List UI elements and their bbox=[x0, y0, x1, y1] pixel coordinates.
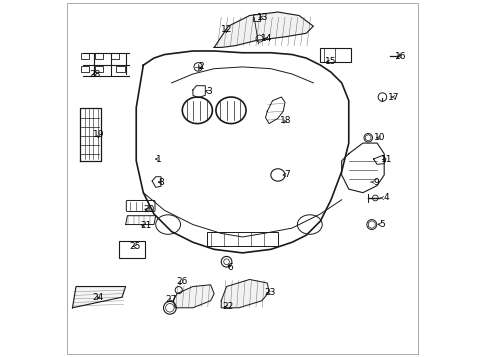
Bar bbox=[207, 232, 277, 246]
Text: 19: 19 bbox=[92, 130, 104, 139]
Text: 27: 27 bbox=[165, 295, 176, 304]
Text: 28: 28 bbox=[89, 70, 100, 79]
Text: 10: 10 bbox=[374, 133, 385, 142]
Text: 5: 5 bbox=[377, 220, 384, 229]
Text: 11: 11 bbox=[380, 155, 392, 164]
Text: 18: 18 bbox=[279, 116, 291, 125]
Text: 16: 16 bbox=[394, 52, 406, 61]
Text: 7: 7 bbox=[283, 170, 289, 180]
Bar bbox=[80, 66, 89, 71]
Polygon shape bbox=[221, 280, 269, 308]
Text: 14: 14 bbox=[260, 34, 272, 43]
Bar bbox=[116, 66, 124, 71]
Text: 9: 9 bbox=[370, 177, 378, 187]
Bar bbox=[253, 14, 259, 21]
Text: 3: 3 bbox=[205, 87, 212, 96]
Text: 15: 15 bbox=[325, 57, 336, 66]
Text: 17: 17 bbox=[388, 92, 399, 101]
Text: 2: 2 bbox=[197, 62, 203, 71]
Text: 24: 24 bbox=[92, 293, 104, 302]
Bar bbox=[94, 54, 103, 59]
Text: 4: 4 bbox=[379, 193, 388, 202]
Text: 6: 6 bbox=[227, 263, 232, 272]
Polygon shape bbox=[214, 12, 313, 47]
Text: 23: 23 bbox=[264, 288, 275, 297]
Text: 20: 20 bbox=[143, 205, 155, 214]
Text: 12: 12 bbox=[220, 25, 232, 34]
Bar bbox=[94, 66, 103, 71]
Bar bbox=[110, 54, 119, 59]
Text: 13: 13 bbox=[257, 13, 268, 22]
Polygon shape bbox=[173, 285, 214, 308]
Bar bbox=[320, 48, 350, 62]
Text: 1: 1 bbox=[155, 155, 162, 164]
Bar bbox=[118, 241, 145, 258]
Text: 26: 26 bbox=[176, 277, 187, 286]
Polygon shape bbox=[72, 287, 125, 308]
Text: 21: 21 bbox=[140, 221, 151, 230]
Text: 25: 25 bbox=[130, 242, 141, 251]
Text: 8: 8 bbox=[158, 177, 164, 187]
Bar bbox=[80, 54, 89, 59]
Text: 22: 22 bbox=[222, 302, 233, 311]
